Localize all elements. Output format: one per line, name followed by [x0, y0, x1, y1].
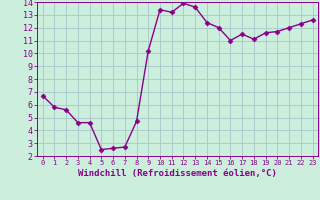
X-axis label: Windchill (Refroidissement éolien,°C): Windchill (Refroidissement éolien,°C): [78, 169, 277, 178]
